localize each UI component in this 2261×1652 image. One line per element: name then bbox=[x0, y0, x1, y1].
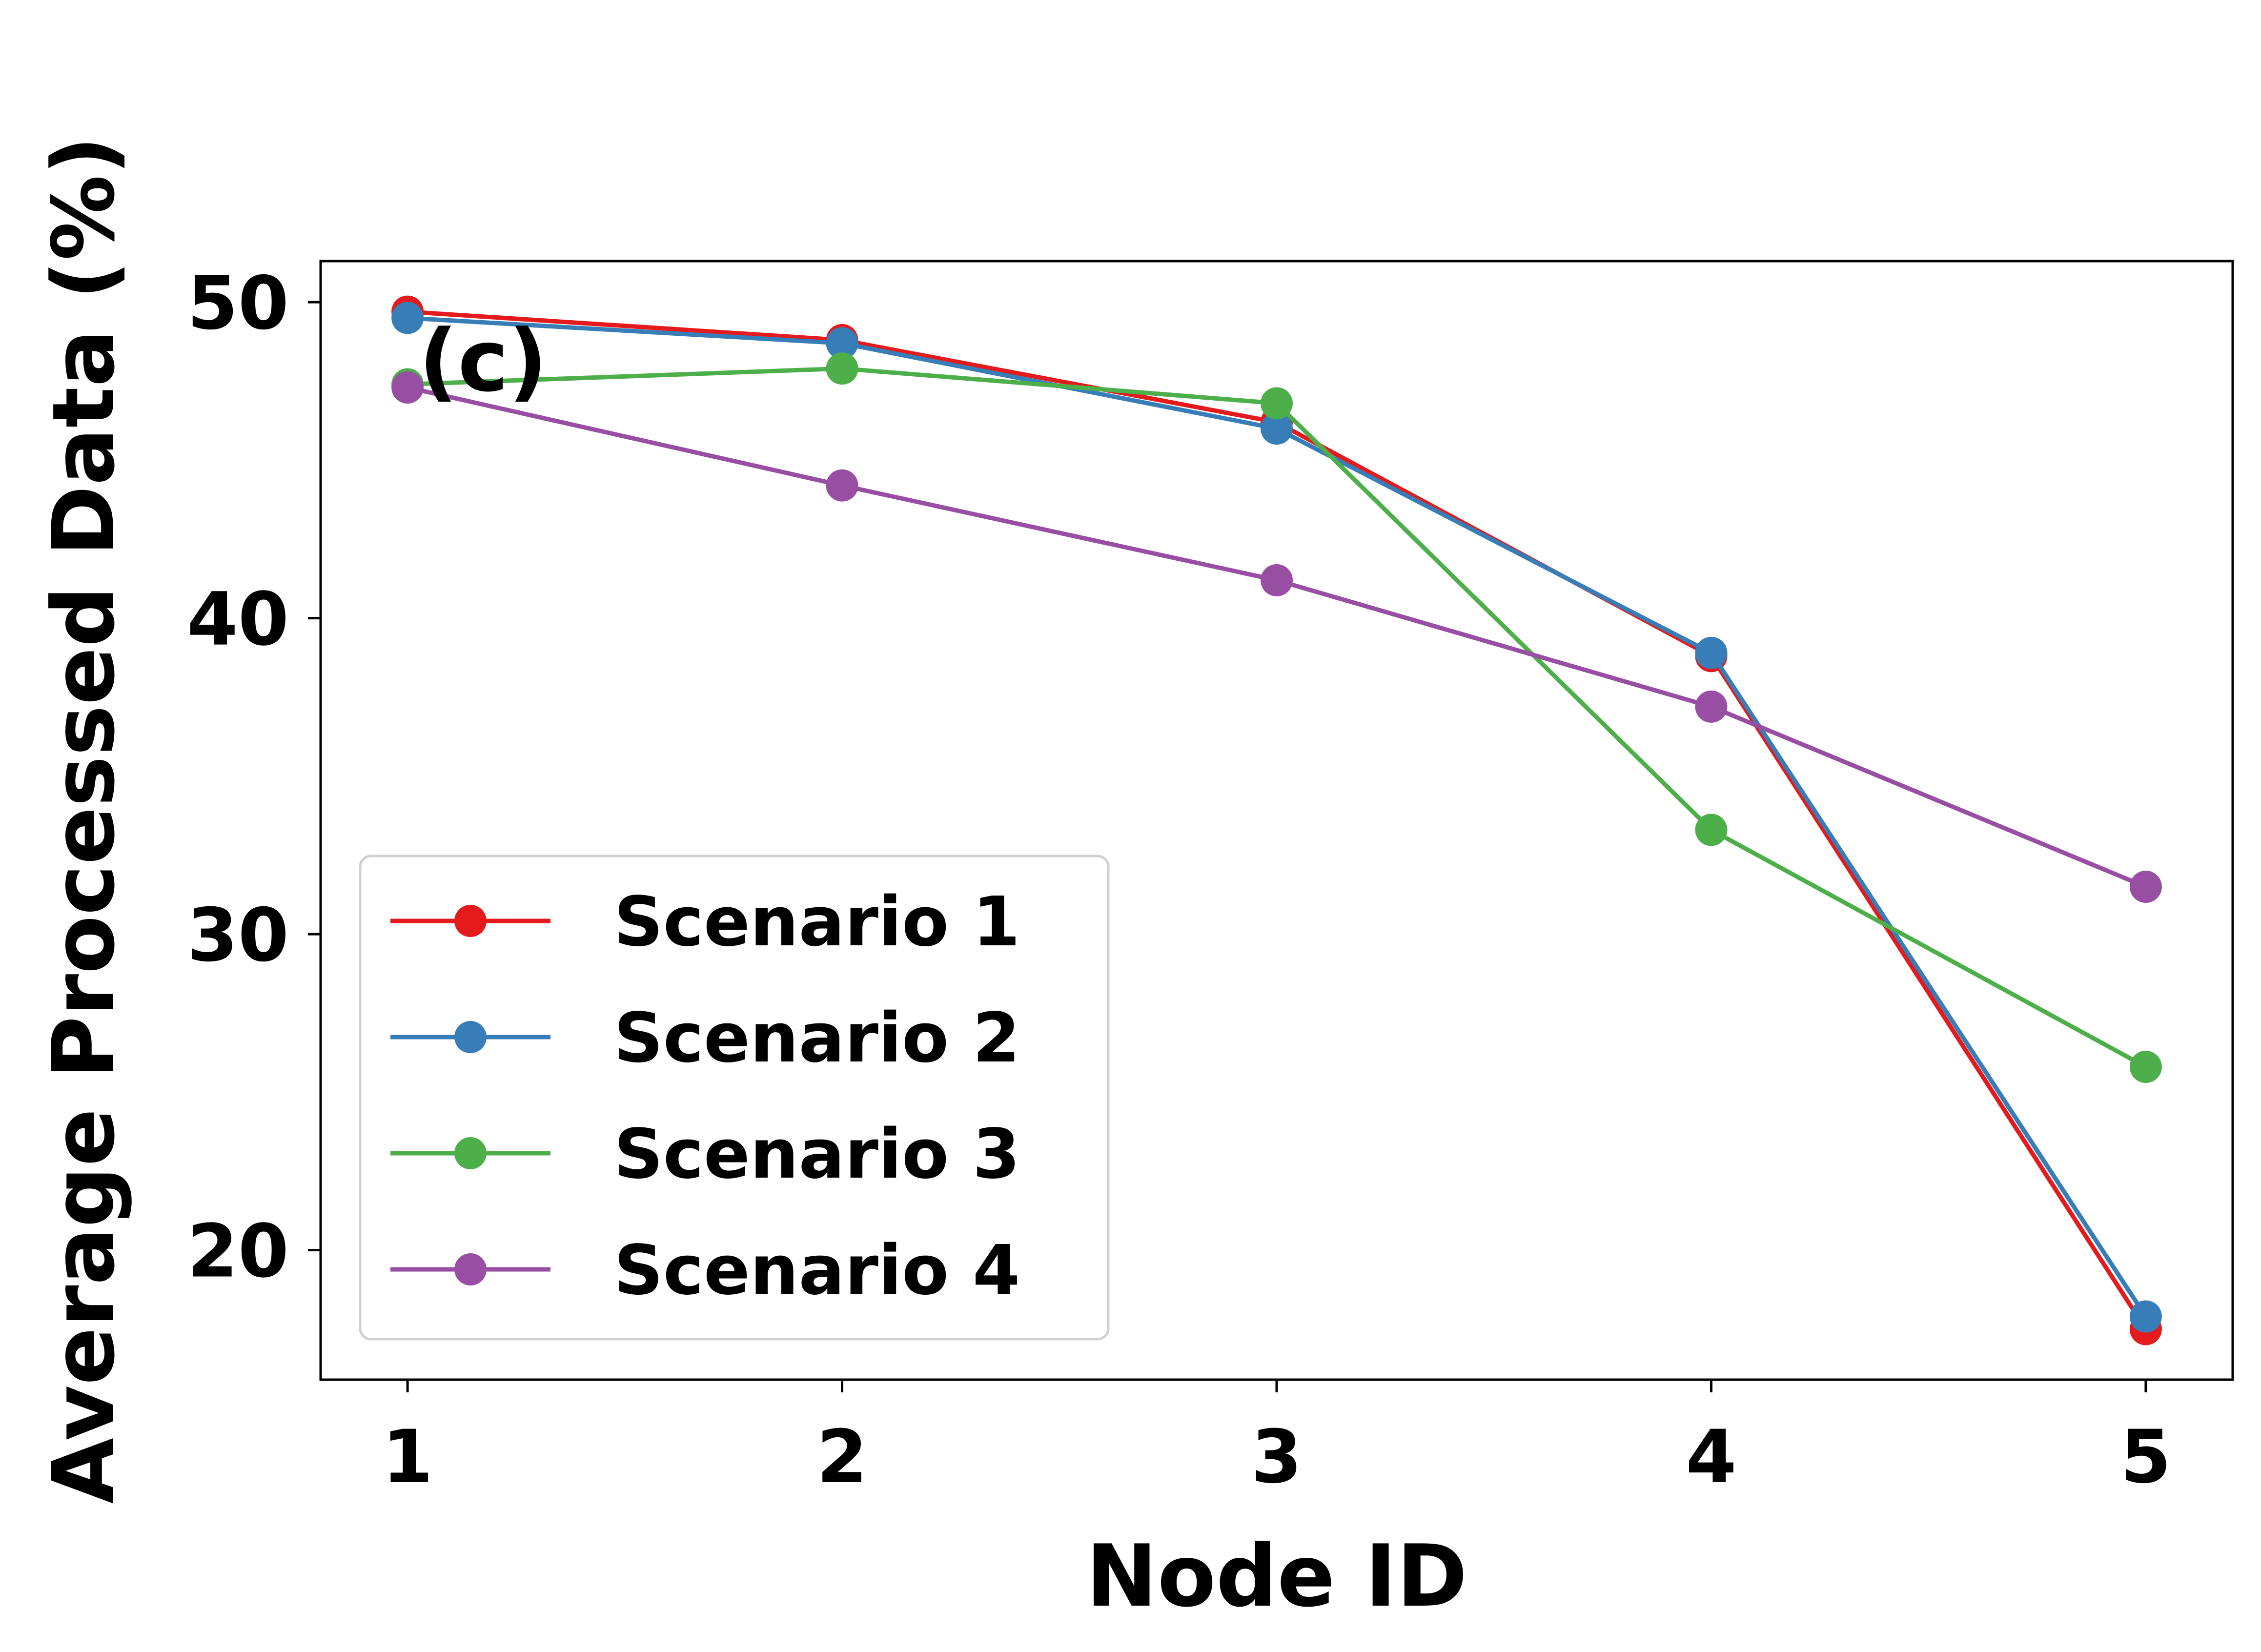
series-2-point-3 bbox=[1261, 412, 1293, 445]
legend-frame bbox=[359, 855, 1110, 1341]
legend-label: Scenario 1 bbox=[614, 882, 1020, 962]
series-3-point-5 bbox=[2129, 1051, 2162, 1083]
series-4-point-1 bbox=[391, 371, 424, 404]
series-2-point-5 bbox=[2129, 1300, 2162, 1333]
legend-label: Scenario 2 bbox=[614, 999, 1020, 1078]
x-tick-label: 4 bbox=[1686, 1415, 1736, 1500]
panel-label: (c) bbox=[419, 312, 548, 411]
legend: Scenario 1 Scenario 2 Scenario 3 Scenario 4 bbox=[359, 855, 1110, 1341]
series-3-point-3 bbox=[1261, 387, 1293, 420]
x-axis-ticks: 1 2 3 4 5 bbox=[382, 1380, 2171, 1500]
legend-label: Scenario 3 bbox=[614, 1115, 1020, 1194]
series-2-point-2 bbox=[826, 327, 858, 360]
series-4 bbox=[391, 371, 2162, 903]
series-4-point-5 bbox=[2129, 870, 2162, 903]
legend-swatch-marker bbox=[454, 1253, 487, 1285]
x-tick-label: 1 bbox=[382, 1415, 433, 1500]
series-layer bbox=[391, 295, 2162, 1346]
x-tick-label: 2 bbox=[816, 1415, 867, 1500]
legend-item-3: Scenario 3 bbox=[390, 1115, 1020, 1194]
series-4-point-4 bbox=[1695, 690, 1728, 723]
y-tick-label: 50 bbox=[187, 261, 289, 346]
x-axis-title: Node ID bbox=[1086, 1527, 1467, 1626]
y-axis-title: Average Processed Data (%) bbox=[35, 136, 134, 1504]
series-2 bbox=[391, 302, 2162, 1333]
y-tick-label: 30 bbox=[187, 893, 289, 978]
legend-swatch-marker bbox=[454, 1021, 487, 1053]
legend-swatch-marker bbox=[454, 905, 487, 937]
legend-item-2: Scenario 2 bbox=[390, 999, 1020, 1078]
series-4-point-3 bbox=[1261, 564, 1293, 596]
series-2-point-4 bbox=[1695, 636, 1728, 669]
y-tick-label: 20 bbox=[187, 1209, 289, 1294]
legend-label: Scenario 4 bbox=[614, 1231, 1020, 1310]
series-3-point-2 bbox=[826, 352, 858, 385]
y-tick-label: 40 bbox=[187, 577, 289, 662]
y-axis-ticks: 20 30 40 50 bbox=[187, 261, 321, 1294]
series-3-point-4 bbox=[1695, 814, 1728, 846]
x-tick-label: 5 bbox=[2120, 1415, 2171, 1500]
legend-item-1: Scenario 1 bbox=[390, 882, 1020, 962]
series-2-point-1 bbox=[391, 302, 424, 334]
legend-swatch-marker bbox=[454, 1137, 487, 1169]
series-4-point-2 bbox=[826, 469, 858, 502]
legend-items: Scenario 1 Scenario 2 Scenario 3 Scenario 4 bbox=[390, 882, 1020, 1310]
legend-item-4: Scenario 4 bbox=[390, 1231, 1020, 1310]
x-tick-label: 3 bbox=[1251, 1415, 1302, 1500]
